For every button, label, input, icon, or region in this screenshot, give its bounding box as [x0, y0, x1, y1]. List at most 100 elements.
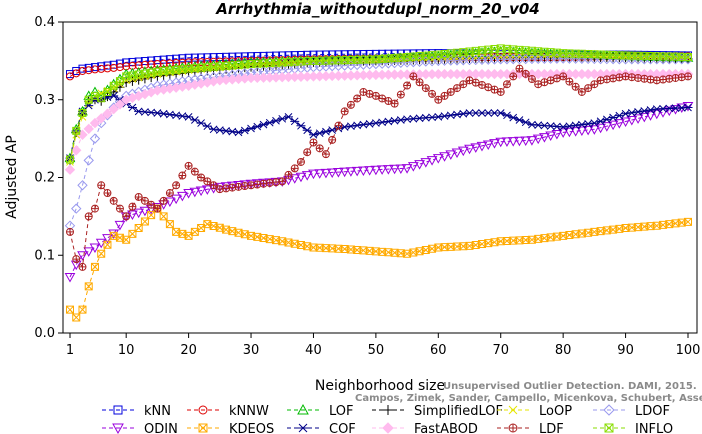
data-point — [247, 52, 256, 61]
data-point — [97, 249, 106, 258]
legend-item-fastabod: FastABOD — [372, 422, 478, 434]
data-point — [115, 63, 124, 72]
data-point — [78, 263, 86, 271]
legend-item-cof: COF — [287, 422, 356, 434]
data-point — [140, 57, 149, 66]
data-point — [445, 150, 457, 160]
data-point — [565, 78, 573, 86]
data-point — [108, 103, 119, 115]
data-point — [308, 169, 319, 180]
series-cof — [65, 92, 693, 162]
data-point — [178, 171, 187, 180]
data-point — [259, 179, 268, 188]
data-point — [221, 126, 231, 135]
data-point — [147, 201, 155, 209]
data-point — [178, 172, 186, 180]
data-point — [509, 72, 518, 81]
data-point — [651, 109, 663, 120]
legend-marker — [382, 422, 394, 434]
series-layer — [64, 44, 694, 322]
data-point — [220, 182, 232, 192]
data-point — [558, 123, 568, 131]
legend-item-inflo: INFLO — [593, 422, 673, 434]
data-point — [159, 109, 169, 118]
data-point — [441, 92, 449, 100]
data-point — [434, 95, 443, 104]
x-tick-label: 90 — [617, 343, 634, 358]
data-point — [545, 131, 557, 142]
data-point — [377, 118, 387, 127]
data-point — [320, 168, 332, 179]
data-point — [602, 75, 611, 84]
data-point — [607, 120, 619, 131]
legend-item-lof: LOF — [287, 403, 354, 419]
data-point — [164, 197, 176, 207]
data-point — [626, 115, 638, 126]
data-point — [440, 91, 449, 100]
data-point — [122, 212, 130, 220]
data-point — [603, 75, 611, 83]
data-point — [314, 169, 326, 179]
data-point — [103, 240, 112, 249]
y-tick-label: 0.1 — [34, 248, 55, 263]
data-point — [103, 189, 112, 198]
data-point — [395, 164, 407, 175]
legend: kNN kNNW LOF SimplifiedLOF LoOP LDOF ODIN KDEOS… — [102, 403, 673, 434]
data-point — [621, 72, 630, 81]
data-point — [253, 52, 262, 61]
data-point — [321, 150, 330, 159]
legend-item-simplifiedlof: SimplifiedLOF — [372, 404, 503, 419]
series-kdeos — [66, 204, 692, 322]
data-point — [584, 84, 592, 92]
data-point — [570, 127, 581, 137]
data-point — [365, 119, 375, 128]
data-point — [572, 83, 580, 91]
data-point — [390, 99, 399, 108]
data-point — [115, 204, 124, 213]
data-point — [466, 76, 474, 84]
data-point — [234, 52, 243, 61]
data-point — [620, 117, 631, 128]
legend-item-knnw: kNNW — [187, 404, 269, 419]
data-point — [501, 137, 513, 147]
data-point — [64, 164, 76, 175]
data-point — [272, 178, 280, 187]
data-point — [633, 108, 643, 116]
legend-item-ldf: LDF — [497, 422, 564, 434]
data-point — [140, 60, 149, 69]
data-point — [632, 114, 644, 124]
data-point — [135, 193, 143, 201]
data-point — [564, 127, 575, 138]
data-point — [165, 55, 174, 64]
data-point — [615, 73, 624, 82]
legend-marker — [604, 423, 614, 433]
data-point — [472, 79, 480, 87]
legend-label: kNNW — [229, 404, 269, 419]
data-point — [203, 177, 211, 185]
data-point — [440, 112, 450, 120]
data-point — [290, 117, 300, 126]
data-point — [534, 80, 542, 88]
data-point — [240, 52, 249, 61]
data-point — [165, 189, 174, 198]
data-point — [452, 110, 462, 119]
data-point — [71, 203, 82, 214]
data-point — [201, 185, 213, 195]
data-point — [89, 133, 101, 144]
data-point — [190, 167, 199, 176]
data-point — [315, 144, 324, 153]
data-point — [278, 177, 287, 186]
legend-marker — [603, 404, 615, 416]
data-point — [353, 94, 362, 103]
y-tick-label: 0.4 — [34, 15, 55, 30]
x-tick-label: 100 — [676, 343, 701, 358]
data-point — [84, 212, 93, 221]
data-point — [559, 72, 567, 80]
data-point — [172, 181, 180, 189]
data-point — [453, 84, 461, 92]
data-point — [484, 83, 492, 91]
data-point — [252, 122, 262, 131]
data-point — [122, 212, 131, 221]
legend-marker — [298, 423, 308, 433]
data-point — [72, 126, 81, 135]
